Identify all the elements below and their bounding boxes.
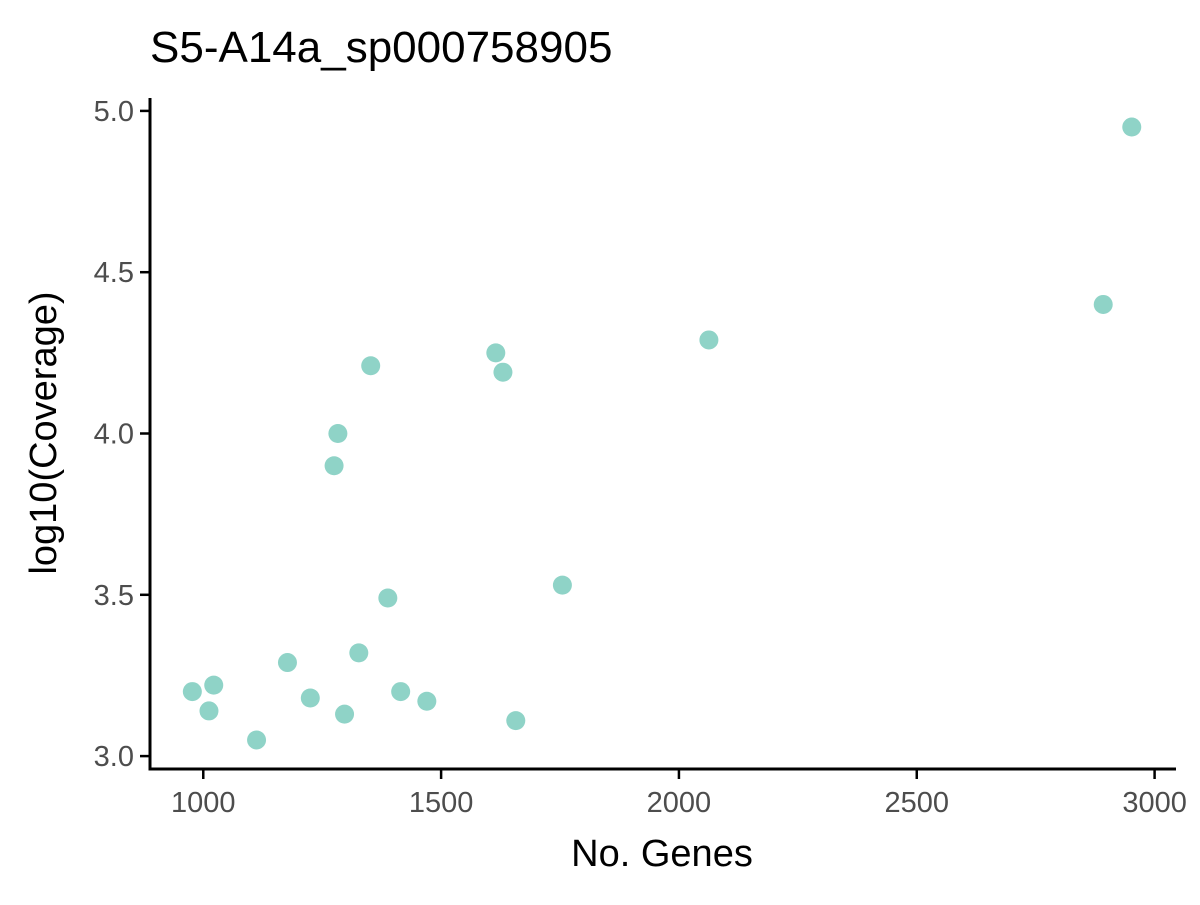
data-point (378, 588, 398, 608)
data-point (506, 711, 526, 731)
x-tick-label: 2500 (885, 787, 950, 819)
data-point (417, 691, 437, 711)
data-point (349, 643, 369, 663)
data-point (391, 682, 411, 702)
data-point (277, 653, 297, 673)
data-point (335, 704, 355, 724)
y-tick-label: 3.0 (94, 741, 134, 773)
chart-title: S5-A14a_sp000758905 (150, 23, 612, 72)
data-point (324, 456, 344, 476)
data-point (247, 730, 267, 750)
x-tick-label: 3000 (1122, 787, 1187, 819)
data-point (552, 575, 572, 595)
data-point (486, 343, 506, 363)
data-point (328, 424, 348, 443)
data-point (493, 362, 513, 382)
data-point (1122, 117, 1142, 137)
x-tick-label: 1500 (409, 787, 474, 819)
data-point (699, 330, 719, 350)
y-tick-label: 3.5 (94, 580, 134, 612)
y-tick-label: 4.5 (94, 257, 134, 289)
x-axis-title: No. Genes (571, 833, 753, 875)
y-tick-label: 5.0 (94, 96, 134, 128)
data-point (300, 688, 320, 708)
data-point (204, 675, 224, 695)
y-axis-ticks: 3.0 3.5 4.0 4.5 5.0 (94, 96, 150, 773)
data-point (361, 356, 381, 376)
x-tick-label: 2000 (647, 787, 712, 819)
x-tick-label: 1000 (171, 787, 236, 819)
data-point (182, 682, 202, 702)
data-point (1093, 294, 1113, 314)
y-axis-title: log10(Coverage) (23, 291, 65, 574)
x-axis-ticks: 1000 1500 2000 2500 3000 (171, 769, 1187, 819)
data-point (199, 701, 219, 721)
y-tick-label: 4.0 (94, 419, 134, 451)
points-layer (182, 117, 1142, 750)
